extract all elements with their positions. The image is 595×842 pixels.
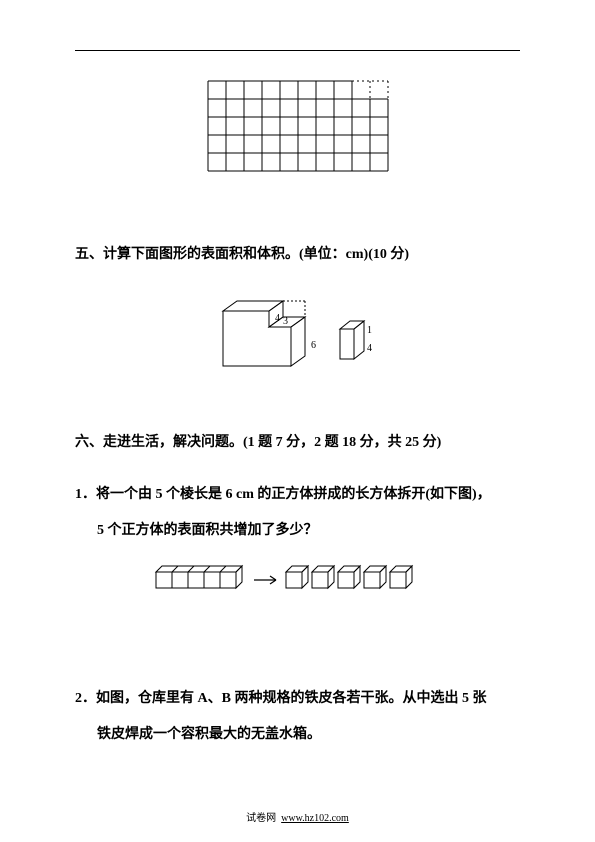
question-2: 2．如图，仓库里有 A、B 两种规格的铁皮各若干张。从中选出 5 张 铁皮焊成一… xyxy=(75,681,520,754)
section-5-figure: 43614 xyxy=(75,289,520,384)
q2-line1: 2．如图，仓库里有 A、B 两种规格的铁皮各若干张。从中选出 5 张 xyxy=(75,681,520,717)
page-content: 五、计算下面图形的表面积和体积。(单位：cm)(10 分) 43614 六、走进… xyxy=(0,0,595,842)
q1-line2: 5 个正方体的表面积共增加了多少？ xyxy=(75,513,520,549)
box-svg: 43614 xyxy=(188,289,408,379)
svg-text:4: 4 xyxy=(367,343,372,354)
section-6-heading: 六、走进生活，解决问题。(1 题 7 分，2 题 18 分，共 25 分) xyxy=(75,429,520,457)
q2-line2: 铁皮焊成一个容积最大的无盖水箱。 xyxy=(75,717,520,753)
question-1: 1．将一个由 5 个棱长是 6 cm 的正方体拼成的长方体拆开(如下图)， 5 … xyxy=(75,477,520,550)
footer-link[interactable]: www.hz102.com xyxy=(281,813,349,824)
section-5-heading: 五、计算下面图形的表面积和体积。(单位：cm)(10 分) xyxy=(75,241,520,269)
svg-text:4: 4 xyxy=(275,313,280,324)
footer: 试卷网 www.hz102.com xyxy=(0,809,595,824)
svg-text:3: 3 xyxy=(283,316,288,327)
cubes-figure xyxy=(75,560,520,601)
grid-svg xyxy=(198,71,398,181)
svg-text:1: 1 xyxy=(367,325,372,336)
footer-text: 试卷网 xyxy=(246,813,276,824)
cubes-svg xyxy=(148,560,448,596)
grid-figure xyxy=(75,71,520,186)
top-rule xyxy=(75,50,520,51)
svg-text:6: 6 xyxy=(311,340,316,351)
q1-line1: 1．将一个由 5 个棱长是 6 cm 的正方体拼成的长方体拆开(如下图)， xyxy=(75,477,520,513)
